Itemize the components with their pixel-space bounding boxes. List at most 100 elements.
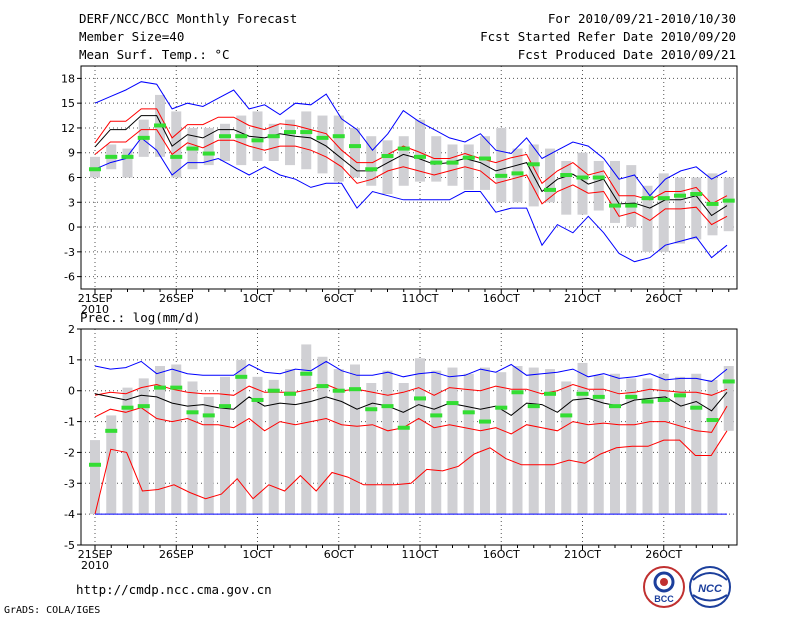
prec-observation-mark: [414, 396, 426, 401]
temp-xtick-label: 21OCT: [564, 292, 601, 305]
prec-observation-mark: [511, 390, 524, 395]
temp-spread-box: [610, 160, 620, 223]
prec-observation-mark: [397, 425, 410, 430]
temp-observation-mark: [365, 167, 378, 172]
temp-spread-box: [545, 148, 555, 203]
temp-observation-mark: [625, 203, 638, 208]
temp-observation-mark: [414, 154, 426, 159]
prec-observation-mark: [202, 413, 215, 418]
prec-spread-box: [593, 375, 604, 515]
temp-spread-box: [220, 123, 230, 161]
temp-observation-mark: [674, 193, 686, 198]
prec-spread-box: [431, 370, 442, 515]
prec-observation-mark: [381, 404, 394, 409]
temp-plot-area: [89, 81, 751, 263]
prec-spread-box: [463, 373, 474, 515]
prec-spread-box: [707, 379, 718, 515]
temp-observation-mark: [251, 138, 264, 143]
temp-ytick-label: 6: [68, 172, 75, 185]
prec-spread-box: [480, 367, 490, 515]
prec-observation-mark: [235, 374, 248, 379]
temp-observation-mark: [641, 196, 654, 201]
prec-mean-line: [94, 391, 728, 417]
temp-spread-box: [333, 115, 344, 182]
footer-url[interactable]: http://cmdp.ncc.cma.gov.cn: [76, 582, 272, 597]
prec-observation-mark: [300, 371, 313, 376]
prec-ytick-label: -5: [64, 539, 75, 552]
temp-observation-mark: [690, 192, 703, 197]
temp-spread-box: [382, 140, 393, 195]
prec-observation-mark: [430, 413, 443, 418]
temp-spread-box: [171, 111, 182, 178]
prec-spread-box: [415, 358, 425, 515]
prec-observation-mark: [706, 418, 719, 423]
temp-xtick-label: 16OCT: [483, 292, 520, 305]
temp-max-line: [94, 81, 728, 197]
prec-xtick-label: 1OCT: [242, 548, 272, 561]
prec-observation-mark: [219, 404, 231, 409]
prec-spread-box: [203, 396, 214, 515]
prec-observation-mark: [609, 404, 621, 409]
temp-observation-mark: [186, 146, 199, 151]
temp-ytick-label: 15: [61, 97, 75, 110]
forecast-start-date: Fcst Started Refer Date 2010/09/20: [480, 29, 736, 44]
temp-xtick-label: 21SEP: [78, 292, 113, 305]
prec-spread-box: [138, 378, 149, 515]
temp-observation-mark: [479, 156, 491, 161]
prec-spread-box: [301, 344, 312, 515]
prec-spread-box: [723, 366, 734, 431]
temp-spread-box: [740, 169, 750, 235]
prec-observation-mark: [690, 405, 703, 410]
prec-spread-box: [285, 369, 295, 515]
temp-spread-box: [350, 127, 360, 178]
prec-observation-mark: [592, 394, 605, 399]
temp-spread-box: [577, 152, 588, 215]
temp-observation-mark: [511, 171, 524, 176]
temp-observation-mark: [397, 146, 410, 151]
prec-observation-mark: [462, 410, 475, 415]
prec-observation-mark: [186, 410, 199, 415]
prec-frame: [80, 328, 738, 546]
temp-ytick-label: -3: [64, 246, 75, 259]
prec-spread-box: [252, 376, 263, 515]
temp-observation-mark: [657, 196, 670, 201]
temp-ytick-label: 18: [61, 72, 75, 85]
temp-xtick-label: 6OCT: [324, 292, 354, 305]
prec-observation-mark: [544, 391, 556, 396]
prec-spread-box: [675, 376, 685, 515]
prec-spread-box: [220, 376, 230, 515]
temp-observation-mark: [284, 130, 296, 135]
prec-spread-box: [171, 364, 182, 515]
temp-observation-mark: [430, 160, 443, 165]
temp-ytick-label: 3: [68, 196, 75, 209]
prec-xtick-label: 21OCT: [564, 548, 601, 561]
prec-spread-box: [106, 415, 117, 515]
temp-observation-mark: [235, 134, 248, 139]
prec-spread-box: [366, 383, 377, 515]
temp-observation-mark: [739, 202, 751, 206]
prec-observation-mark: [527, 404, 540, 409]
prec-observation-mark: [446, 401, 459, 406]
prec-observation-mark: [479, 419, 491, 424]
prec-xtick-label: 21SEP: [78, 548, 113, 561]
prec-spread-box: [577, 362, 588, 515]
prec-observation-mark: [349, 387, 361, 392]
temp-observation-mark: [609, 203, 621, 208]
prec-observation-mark: [105, 428, 118, 433]
prec-ytick-label: 2: [68, 323, 75, 336]
prec-observation-mark: [251, 397, 264, 402]
temp-ytick-label: 9: [68, 147, 75, 160]
prec-ytick-label: -2: [64, 446, 75, 459]
prec-ytick-label: -3: [64, 477, 75, 490]
prec-observation-mark: [365, 407, 378, 412]
temp-spread-box: [415, 119, 425, 182]
temp-observation-mark: [332, 134, 345, 139]
prec-observation-mark: [267, 388, 280, 393]
prec-spread-box: [658, 373, 669, 515]
prec-spread-box: [236, 359, 247, 515]
temp-spread-box: [723, 177, 734, 232]
forecast-produced-date: Fcst Produced Date 2010/09/21: [517, 47, 736, 62]
temp-observation-mark: [154, 123, 166, 128]
prec-observation-mark: [722, 379, 735, 384]
